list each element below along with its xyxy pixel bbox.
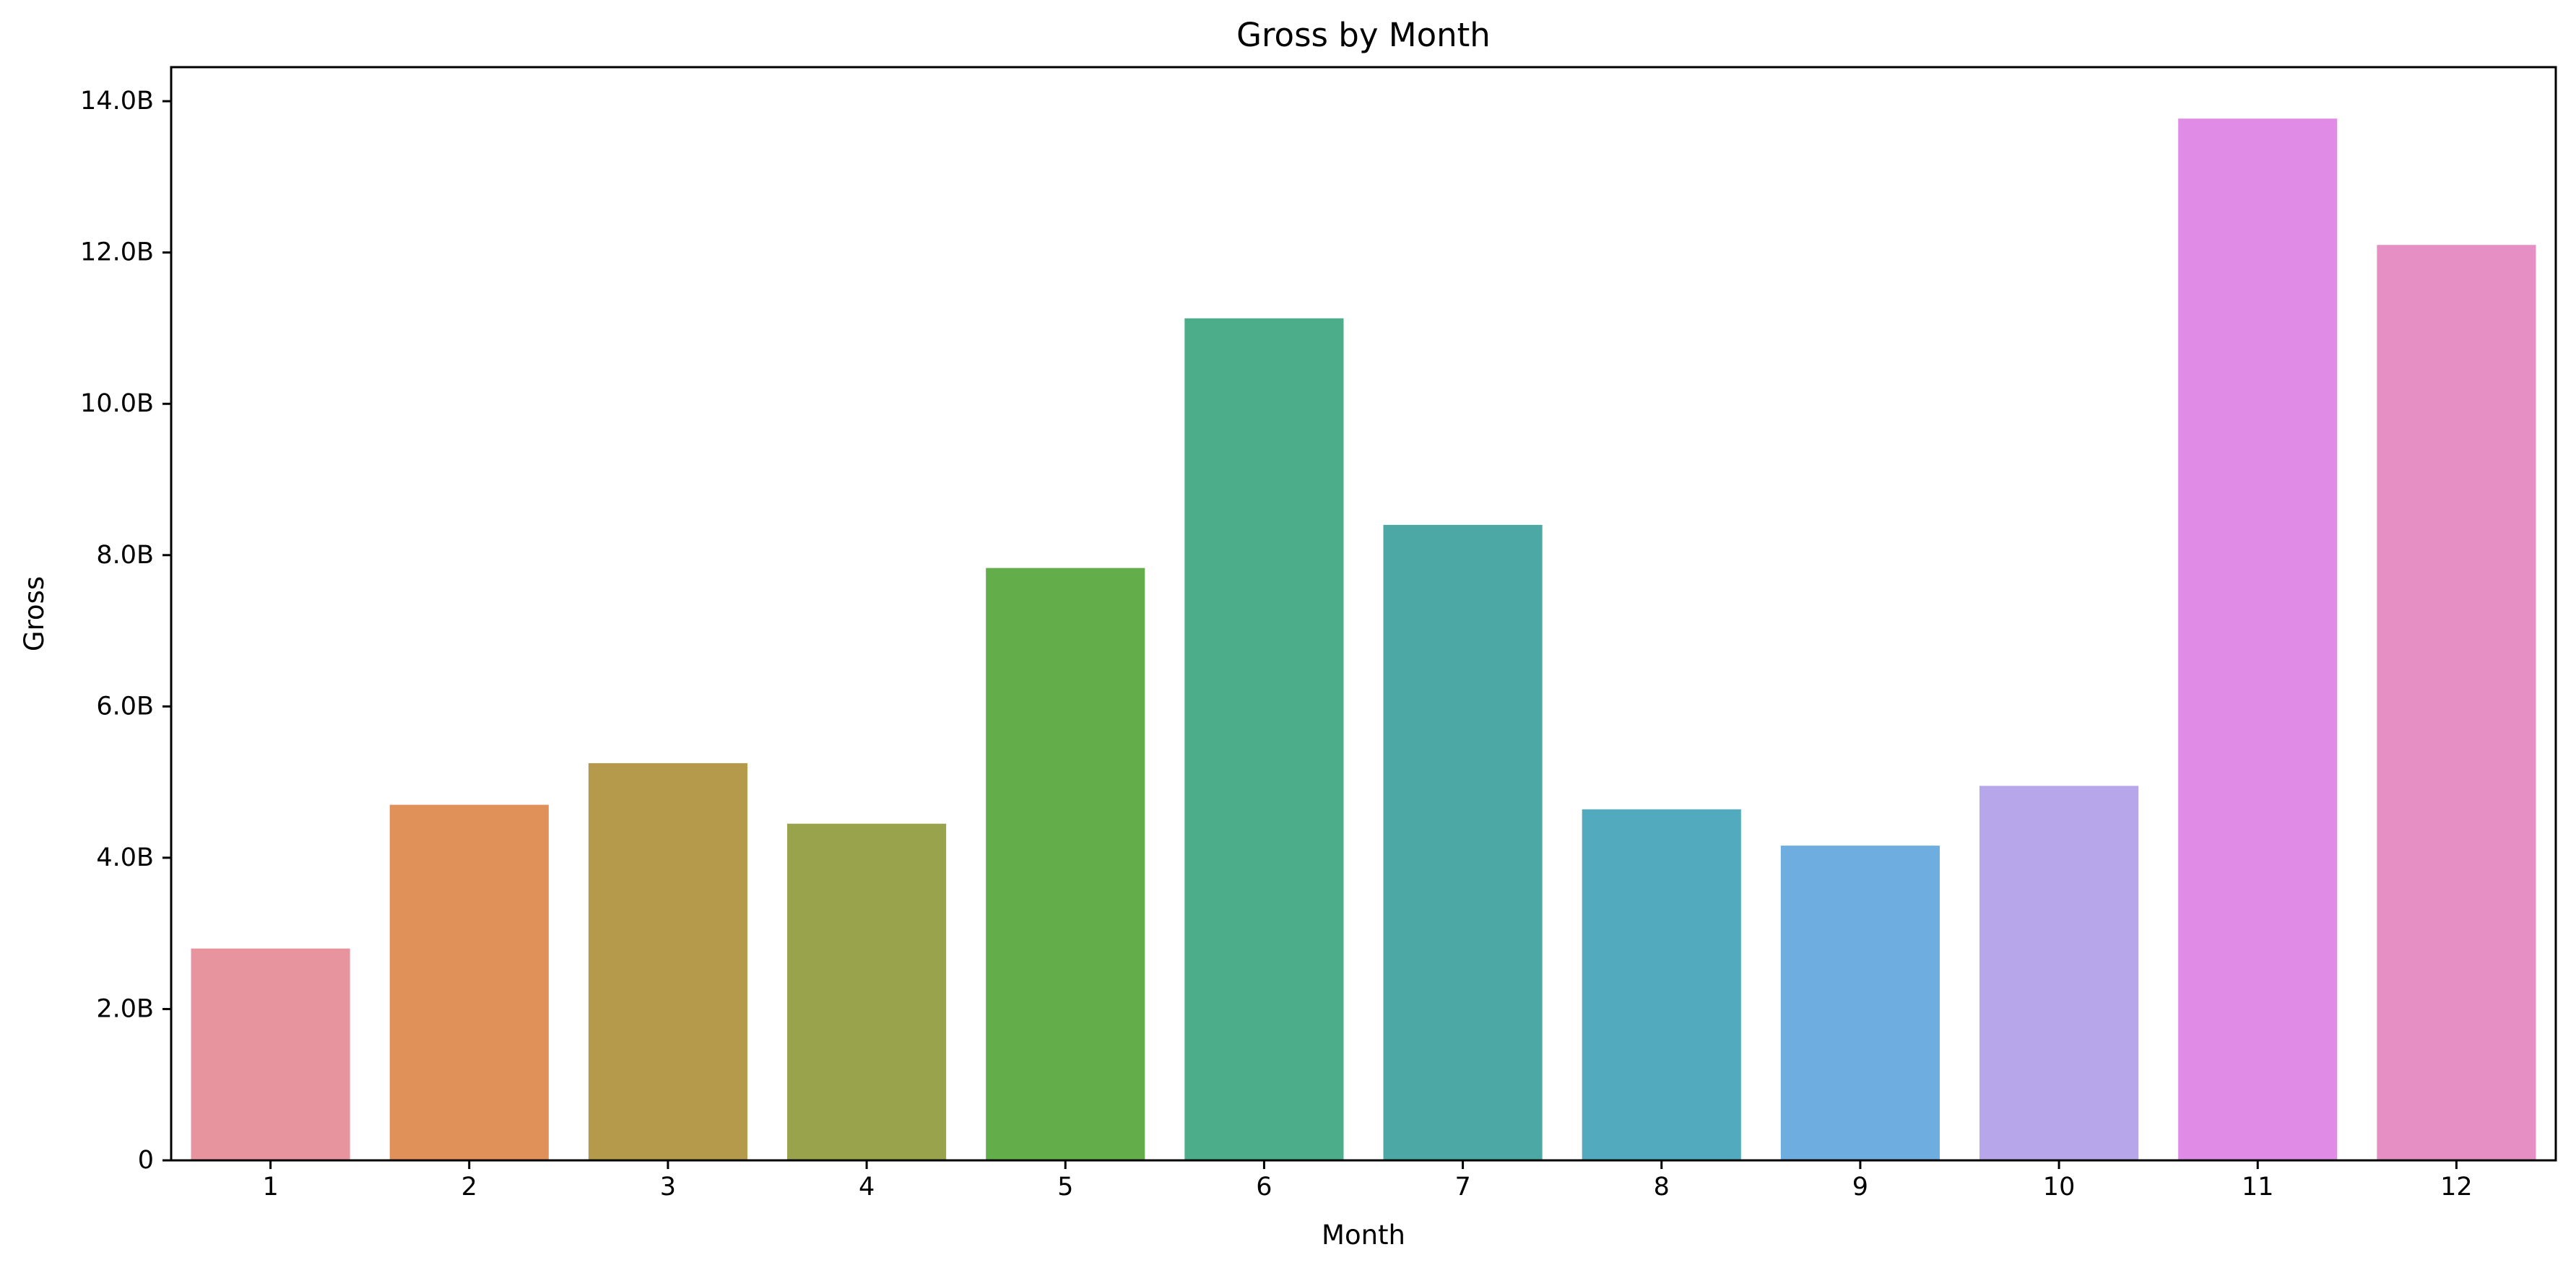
x-tick-label: 8: [1654, 1173, 1670, 1202]
x-tick-label: 10: [2043, 1173, 2076, 1202]
x-tick-label: 7: [1454, 1173, 1470, 1202]
y-tick-label: 0: [138, 1146, 154, 1175]
x-tick-label: 5: [1057, 1173, 1073, 1202]
y-tick-label: 8.0B: [96, 541, 154, 570]
bar-month-10: [1979, 786, 2139, 1160]
bar-month-5: [986, 568, 1145, 1160]
x-tick-label: 3: [660, 1173, 676, 1202]
x-tick-label: 12: [2440, 1173, 2473, 1202]
bars-group: [191, 118, 2536, 1161]
bar-month-9: [1780, 846, 1940, 1160]
x-tick-label: 1: [262, 1173, 278, 1202]
x-axis-title: Month: [1322, 1220, 1405, 1251]
y-tick-label: 10.0B: [80, 389, 154, 418]
y-tick-label: 6.0B: [96, 692, 154, 721]
y-axis-title: Gross: [19, 576, 50, 651]
bar-month-4: [787, 823, 947, 1160]
x-axis: 1 2 3 4 5 6 7 8 9 10 11 12: [262, 1160, 2473, 1202]
x-tick-label: 6: [1256, 1173, 1272, 1202]
y-tick-label: 4.0B: [96, 843, 154, 872]
bar-month-6: [1184, 318, 1344, 1161]
y-tick-label: 2.0B: [96, 994, 154, 1023]
chart-title: Gross by Month: [1236, 16, 1491, 54]
x-tick-label: 4: [859, 1173, 875, 1202]
bar-month-8: [1582, 809, 1741, 1160]
bar-month-3: [588, 763, 747, 1160]
x-tick-label: 2: [461, 1173, 477, 1202]
bar-month-7: [1383, 524, 1543, 1160]
y-tick-label: 14.0B: [80, 87, 154, 116]
bar-month-12: [2377, 245, 2536, 1161]
bar-month-1: [191, 948, 350, 1160]
bar-month-11: [2178, 118, 2338, 1160]
x-tick-label: 9: [1852, 1173, 1868, 1202]
x-tick-label: 11: [2242, 1173, 2274, 1202]
y-tick-label: 12.0B: [80, 238, 154, 267]
plot-frame: [170, 66, 2557, 1162]
y-axis: 0 2.0B 4.0B 6.0B 8.0B 10.0B 12.0B 14.0B: [80, 87, 171, 1175]
bar-month-2: [389, 804, 549, 1160]
